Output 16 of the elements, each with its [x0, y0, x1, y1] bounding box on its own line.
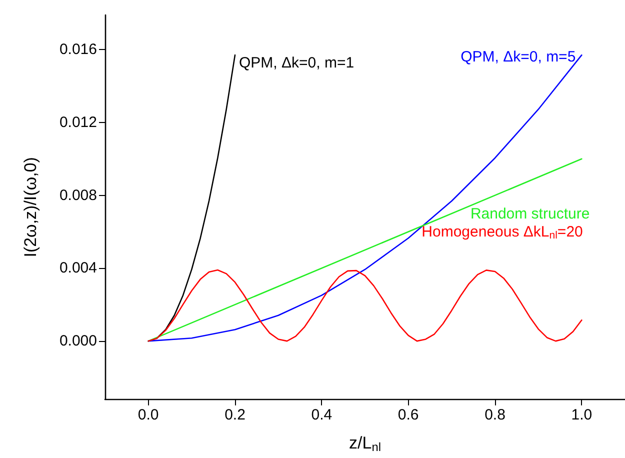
x-tick-label: 0.8	[484, 406, 506, 424]
y-tick-label: 0.008	[59, 186, 97, 204]
x-tick-label: 0.0	[138, 406, 159, 424]
line-series	[148, 269, 582, 342]
x-tick-label: 0.4	[311, 406, 332, 424]
series-label: Random structure	[470, 205, 590, 222]
y-tick-label: 0.004	[59, 260, 97, 277]
x-tick-label: 0.6	[398, 406, 419, 424]
series-label: QPM, Δk=0, m=5	[460, 48, 576, 66]
y-axis-title: I(2ω,z)/I(ω,0)	[21, 157, 40, 258]
x-tick-label: 0.2	[224, 406, 246, 424]
y-tick-label: 0.016	[59, 41, 97, 58]
y-tick-label: 0.012	[59, 114, 97, 131]
x-tick-label: 1.0	[571, 406, 592, 424]
series-label: QPM, Δk=0, m=1	[239, 54, 354, 72]
y-tick-label: 0.000	[59, 332, 97, 350]
